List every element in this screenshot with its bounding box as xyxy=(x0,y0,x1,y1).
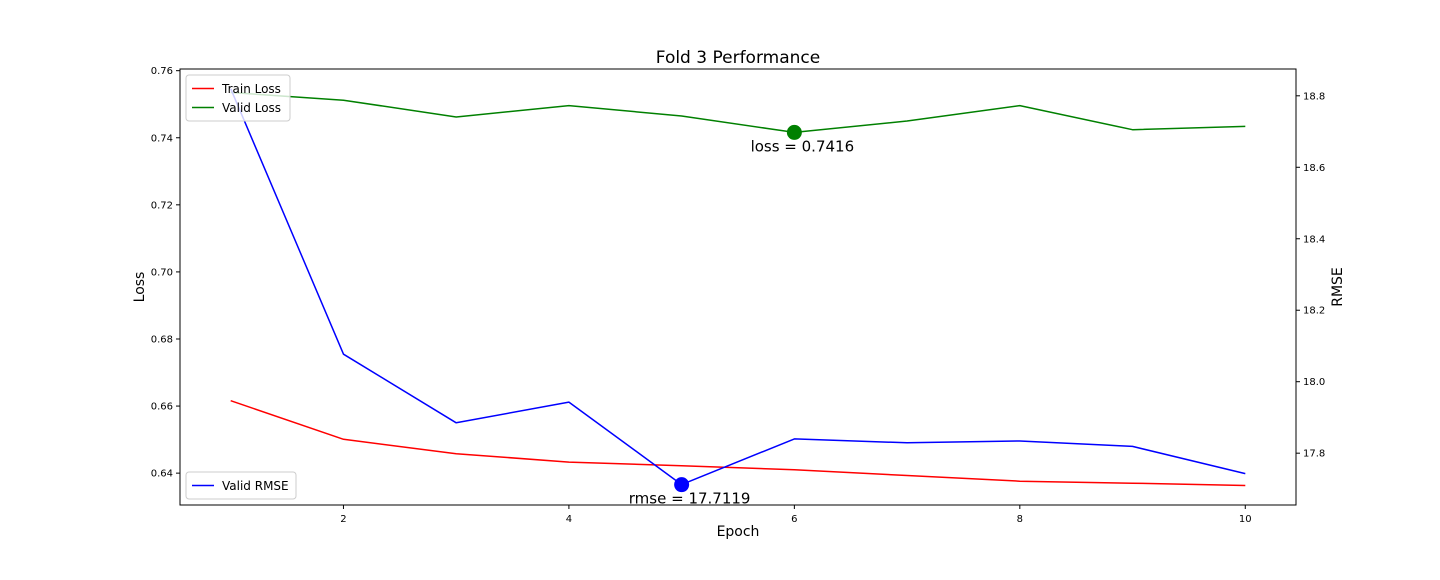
x-tick-label: 6 xyxy=(791,514,797,525)
y-tick-label-left: 0.70 xyxy=(151,267,173,278)
y-tick-label-left: 0.68 xyxy=(151,334,173,345)
plot-area: loss = 0.7416 rmse = 17.7119 2 4 6 8 10 0.64 0.6… xyxy=(151,66,1326,525)
y-tick-label-left: 0.64 xyxy=(151,469,173,480)
series-line-train-loss xyxy=(230,399,1246,487)
y-tick-label-right: 18.6 xyxy=(1303,163,1325,174)
legend-entry: Valid RMSE xyxy=(222,479,289,493)
y-tick-label-left: 0.74 xyxy=(151,133,173,144)
x-tick-label: 4 xyxy=(566,514,572,525)
x-tick-label: 2 xyxy=(340,514,346,525)
y-tick-label-right: 18.0 xyxy=(1303,377,1325,388)
x-axis-label: Epoch xyxy=(717,524,760,540)
annotation-marker xyxy=(786,124,802,140)
y-tick-label-left: 0.66 xyxy=(151,402,173,413)
annotation-marker xyxy=(674,477,690,493)
y-tick-label-right: 18.2 xyxy=(1303,306,1325,317)
y-tick-label-right: 18.8 xyxy=(1303,91,1325,102)
y-tick-label-right: 17.8 xyxy=(1303,449,1325,460)
x-tick-label: 10 xyxy=(1239,514,1252,525)
series-line-valid-loss xyxy=(230,91,1246,134)
annotation-label: loss = 0.7416 xyxy=(751,137,855,155)
legend-entry: Train Loss xyxy=(221,82,281,96)
y-axis-label-left: Loss xyxy=(132,272,148,303)
chart-title: Fold 3 Performance xyxy=(656,48,820,68)
annotation-label: rmse = 17.7119 xyxy=(629,490,751,508)
legend-box xyxy=(185,74,291,122)
y-axis-label-right: RMSE xyxy=(1330,267,1346,307)
legend-entry: Valid Loss xyxy=(222,101,281,115)
y-tick-label-left: 0.72 xyxy=(151,200,173,211)
series-line-valid-rmse xyxy=(230,88,1246,486)
legend-box xyxy=(185,471,297,500)
plot-frame xyxy=(179,68,1297,506)
y-tick-label-right: 18.4 xyxy=(1303,234,1325,245)
x-tick-label: 8 xyxy=(1017,514,1023,525)
y-tick-label-left: 0.76 xyxy=(151,66,173,77)
